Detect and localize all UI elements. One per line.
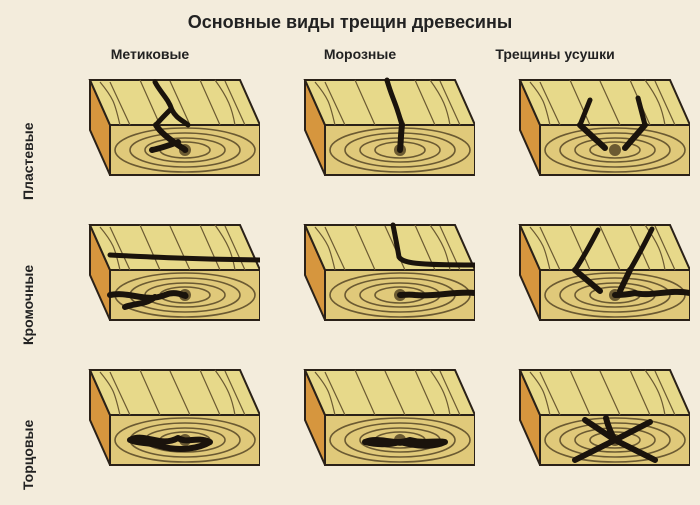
row-label: Кромочные — [20, 265, 36, 345]
column-label: Метиковые — [80, 46, 220, 62]
wood-block — [60, 70, 260, 205]
wood-block — [275, 70, 475, 205]
page-title: Основные виды трещин древесины — [0, 12, 700, 33]
wood-block — [275, 215, 475, 350]
row-label: Пластевые — [20, 122, 36, 200]
column-label: Морозные — [290, 46, 430, 62]
wood-block — [60, 360, 260, 495]
wood-block — [275, 360, 475, 495]
wood-block — [60, 215, 260, 350]
wood-block — [490, 215, 690, 350]
column-label: Трещины усушки — [485, 46, 625, 62]
row-label: Торцовые — [20, 420, 36, 490]
wood-block — [490, 360, 690, 495]
diagram-grid — [60, 70, 690, 500]
wood-block — [490, 70, 690, 205]
